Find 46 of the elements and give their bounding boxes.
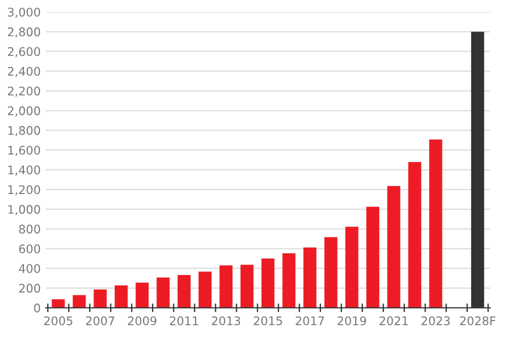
bar: [282, 253, 296, 308]
bar: [220, 265, 233, 308]
bar: [114, 285, 128, 308]
x-tick-label: 2009: [128, 316, 156, 326]
bar: [156, 278, 170, 308]
bar: [198, 272, 212, 308]
y-tick-label: 400: [18, 264, 40, 274]
bar: [387, 186, 400, 308]
y-tick-label: 1,400: [8, 165, 40, 176]
y-tick-label: 2,600: [8, 47, 40, 58]
bar: [72, 295, 86, 308]
y-tick-label: 1,000: [8, 204, 40, 216]
bar: [429, 139, 442, 308]
x-tick-label: 2017: [296, 316, 324, 326]
y-tick-label: 2,400: [8, 66, 40, 77]
y-tick-label: 0: [34, 304, 40, 312]
x-tick-label: 2028F: [460, 316, 496, 326]
bar: [94, 289, 107, 308]
bar: [303, 247, 316, 308]
bar: [366, 206, 380, 308]
x-tick-label: 2011: [170, 316, 198, 326]
bar: [52, 299, 65, 308]
y-tick-label: 2,200: [8, 86, 40, 97]
bar: [178, 275, 191, 308]
bar: [261, 258, 274, 308]
x-tick-label: 2023: [422, 316, 450, 326]
y-tick-label: 2,800: [8, 27, 40, 38]
x-tick-label: 2019: [338, 316, 366, 326]
y-tick-label: 600: [19, 244, 40, 254]
y-tick-label: 1,800: [8, 126, 40, 136]
x-tick-label: 2013: [212, 316, 240, 326]
x-tick-label: 2005: [44, 316, 72, 326]
y-tick-label: 1,200: [8, 185, 40, 196]
y-tick-label: 1,600: [8, 146, 40, 156]
bar: [136, 282, 149, 308]
x-tick-label: 2015: [254, 316, 282, 326]
y-tick-label: 3,000: [8, 8, 40, 18]
bar: [324, 237, 338, 308]
y-tick-label: 800: [19, 224, 40, 234]
y-tick-label: 2,000: [8, 106, 40, 116]
x-tick-label: 2007: [86, 316, 114, 326]
bar: [345, 226, 358, 308]
bar: [240, 264, 254, 308]
x-tick-label: 2021: [380, 316, 408, 326]
y-tick-label: 200: [19, 284, 40, 293]
bar: [408, 162, 422, 308]
